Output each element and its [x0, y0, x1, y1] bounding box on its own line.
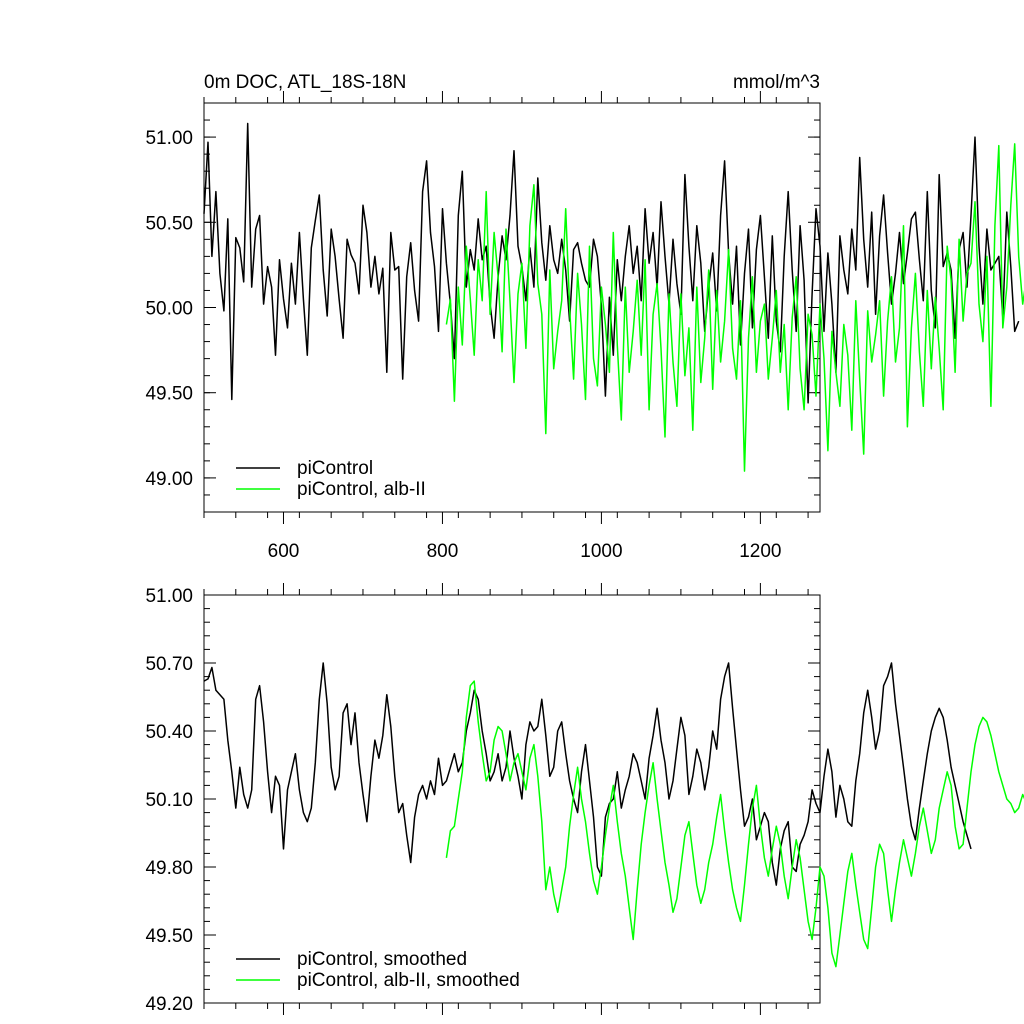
y-tick-label: 50.10 [145, 790, 193, 811]
top-chart-panel: 0m DOC, ATL_18S-18N mmol/m^3 49.00 49.50 5… [145, 72, 1024, 562]
legend-label-1: piControl, alb-II, smoothed [297, 970, 520, 991]
y-tick-label: 49.00 [145, 469, 193, 490]
top-axis-ticks: 49.00 49.50 50.00 50.50 51.00 600 800 1000 1200 [145, 91, 820, 562]
x-tick-label: 600 [268, 541, 300, 562]
y-tick-label: 51.00 [145, 586, 193, 607]
y-tick-label: 49.50 [145, 384, 193, 405]
y-tick-label: 51.00 [145, 128, 193, 149]
y-tick-label: 49.80 [145, 858, 193, 879]
legend-label-0: piControl, smoothed [297, 949, 467, 970]
y-tick-label: 50.00 [145, 299, 193, 320]
y-tick-label: 49.50 [145, 926, 193, 947]
x-tick-label: 1000 [580, 541, 622, 562]
y-tick-label: 50.70 [145, 654, 193, 675]
legend-label-1: piControl, alb-II [297, 479, 426, 500]
bottom-plot-frame [203, 594, 821, 1004]
top-series-group [203, 122, 1024, 472]
y-tick-label: 50.50 [145, 213, 193, 234]
series-line-0 [203, 662, 972, 886]
x-tick-label: 800 [427, 541, 459, 562]
series-line-0 [203, 122, 1020, 404]
y-tick-label: 50.40 [145, 722, 193, 743]
bottom-axis-ticks: 49.20 49.50 49.80 50.10 50.40 50.70 51.00 [145, 583, 820, 1015]
bottom-series-group [203, 662, 1024, 968]
top-chart-units: mmol/m^3 [733, 72, 820, 93]
top-plot-frame [203, 102, 821, 513]
bottom-chart-panel: 49.20 49.50 49.80 50.10 50.40 50.70 51.00 piCo… [145, 583, 1024, 1015]
series-line-1 [445, 680, 1024, 968]
top-chart-title: 0m DOC, ATL_18S-18N [204, 72, 406, 93]
x-tick-label: 1200 [739, 541, 781, 562]
legend-label-0: piControl [297, 458, 373, 479]
y-tick-label: 49.20 [145, 994, 193, 1015]
series-line-1 [445, 143, 1024, 472]
